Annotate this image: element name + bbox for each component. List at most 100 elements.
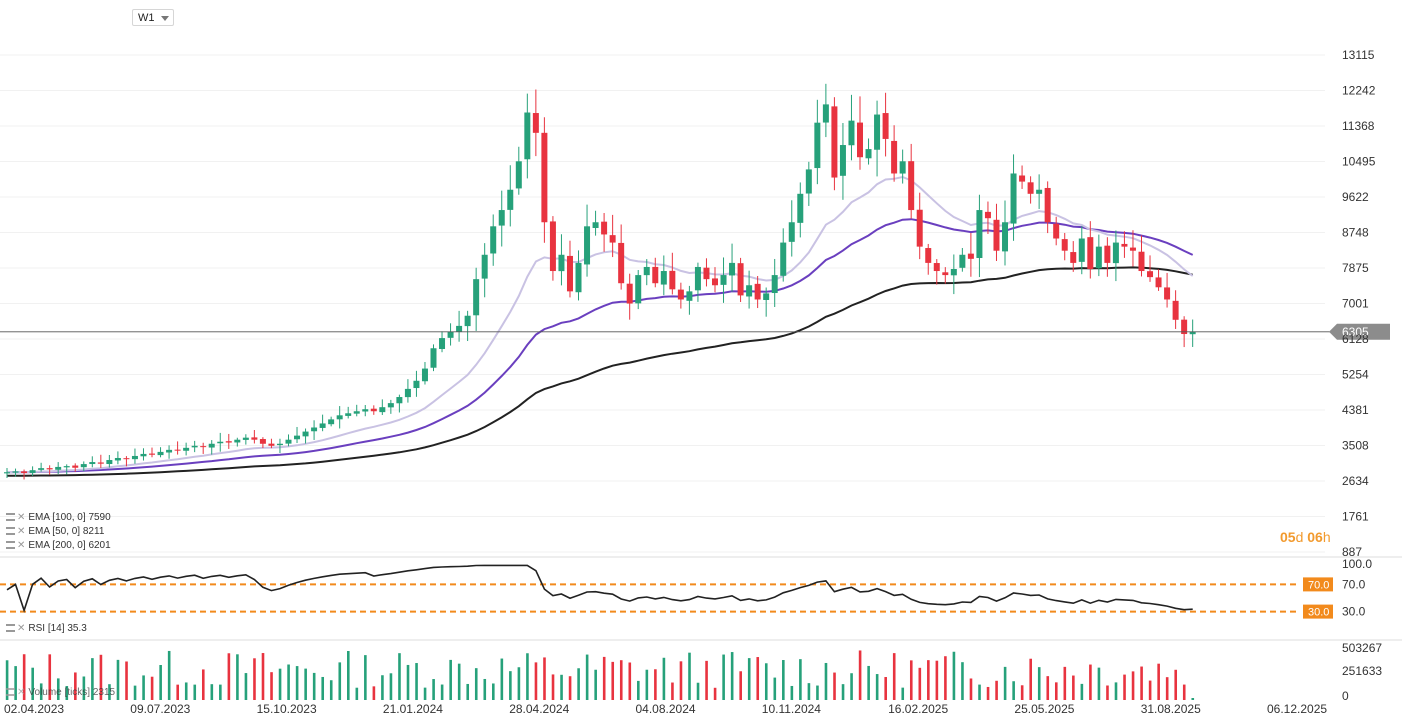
date-tick-label: 16.02.2025 [888, 702, 948, 716]
rsi-tick-label: 70.0 [1342, 577, 1366, 591]
volume-bar [1089, 664, 1092, 700]
date-tick-label: 28.04.2024 [509, 702, 569, 716]
candle-body [1036, 189, 1043, 194]
price-tick-label: 887 [1342, 545, 1362, 559]
candle-body [97, 462, 104, 464]
volume-bar [398, 653, 401, 700]
volume-bar [1106, 685, 1109, 700]
candle-body [225, 441, 232, 443]
ema100-value: 7590 [88, 512, 111, 523]
rsi-level-label: 70.0 [1308, 579, 1329, 591]
candle-body [1164, 287, 1171, 300]
volume-bar [449, 659, 452, 700]
legend-rsi[interactable]: ✕ RSI [14] 35.3 [6, 623, 87, 634]
volume-bar [227, 653, 231, 700]
volume-bar [1080, 683, 1084, 700]
volume-bar [918, 667, 922, 700]
volume-bar [509, 671, 512, 700]
date-tick-label: 15.10.2023 [257, 702, 317, 716]
countdown-days-unit: d [1295, 529, 1304, 545]
volume-bar [347, 651, 350, 700]
candle-body [362, 409, 369, 412]
volume-bar [807, 683, 811, 700]
legend-ema100[interactable]: ✕ EMA [100, 0] 7590 [6, 512, 111, 523]
settings-icon[interactable] [6, 624, 15, 633]
close-icon[interactable]: ✕ [17, 687, 26, 698]
volume-tick-label: 0 [1342, 689, 1349, 703]
volume-bar [372, 686, 376, 700]
candle-body [447, 331, 454, 338]
volume-bar [534, 662, 538, 700]
legend-volume[interactable]: ✕ Volume [ticks] 2315 [6, 687, 115, 698]
candle-body [1155, 277, 1162, 288]
candle-body [46, 468, 53, 470]
candle-body [976, 210, 983, 259]
countdown-days: 05 [1280, 529, 1296, 545]
candle-body [967, 253, 974, 259]
rsi-path [6, 564, 1193, 613]
volume-bar [773, 677, 777, 700]
volume-bar [219, 684, 222, 700]
volume-bar [304, 668, 307, 700]
price-tick-label: 11368 [1342, 119, 1375, 133]
candle-body [874, 114, 881, 150]
candle-body [805, 169, 812, 194]
price-tick-label: 5254 [1342, 368, 1369, 382]
legend-ema50[interactable]: ✕ EMA [50, 0] 8211 [6, 526, 104, 537]
volume-bar [1165, 677, 1169, 700]
timeframe-selector[interactable]: W1 [132, 9, 174, 26]
price-axis: 13115 12242 11368 10495 9622 8748 7875 7001 6128… [1342, 48, 1376, 559]
close-icon[interactable]: ✕ [17, 526, 26, 537]
candle-body [251, 437, 258, 440]
volume-bar [602, 656, 606, 700]
volume-bar [526, 653, 529, 700]
volume-tick-label: 503267 [1342, 641, 1382, 655]
volume-bar [312, 672, 316, 700]
candle-body [908, 161, 915, 211]
legend-ema200[interactable]: ✕ EMA [200, 0] 6201 [6, 540, 111, 551]
candle-body [942, 272, 949, 276]
settings-icon[interactable] [6, 688, 15, 697]
volume-bar [1140, 666, 1143, 700]
settings-icon[interactable] [6, 513, 15, 522]
candle-body [276, 443, 283, 446]
volume-bar [176, 684, 179, 700]
close-icon[interactable]: ✕ [17, 512, 26, 523]
candle-body [848, 120, 855, 146]
price-tick-label: 1761 [1342, 510, 1369, 524]
candle-body [669, 270, 676, 290]
ema200-line [7, 266, 1193, 477]
volume-bar [99, 654, 103, 700]
volume-bar [1020, 685, 1024, 700]
candle-body [353, 411, 360, 414]
price-tick-label: 4381 [1342, 403, 1369, 417]
candle-body [891, 140, 898, 174]
settings-icon[interactable] [6, 527, 15, 536]
volume-bar [747, 658, 751, 700]
ema200-value: 6201 [88, 540, 111, 551]
volume-bar [48, 654, 52, 700]
candle-body [200, 446, 207, 448]
candle-body [566, 255, 573, 292]
candle-body [933, 263, 940, 272]
volume-bar [551, 674, 555, 700]
date-tick-label: 25.05.2025 [1014, 702, 1074, 716]
candle-body [268, 443, 275, 446]
volume-bar [628, 662, 632, 700]
price-tick-label: 7875 [1342, 261, 1369, 275]
volume-bar [1191, 698, 1195, 700]
volume-bar [432, 679, 435, 700]
volume-bar [850, 673, 853, 700]
candle-body [430, 348, 437, 368]
candle-body [174, 449, 181, 451]
close-icon[interactable]: ✕ [17, 540, 26, 551]
volume-bar [39, 683, 43, 700]
volume-bar [253, 658, 256, 700]
candle-body [89, 462, 96, 465]
rsi-value: 35.3 [67, 623, 87, 634]
volume-bar [321, 676, 325, 700]
ema50-label: EMA [50, 0] [28, 526, 81, 537]
settings-icon[interactable] [6, 541, 15, 550]
close-icon[interactable]: ✕ [17, 623, 26, 634]
